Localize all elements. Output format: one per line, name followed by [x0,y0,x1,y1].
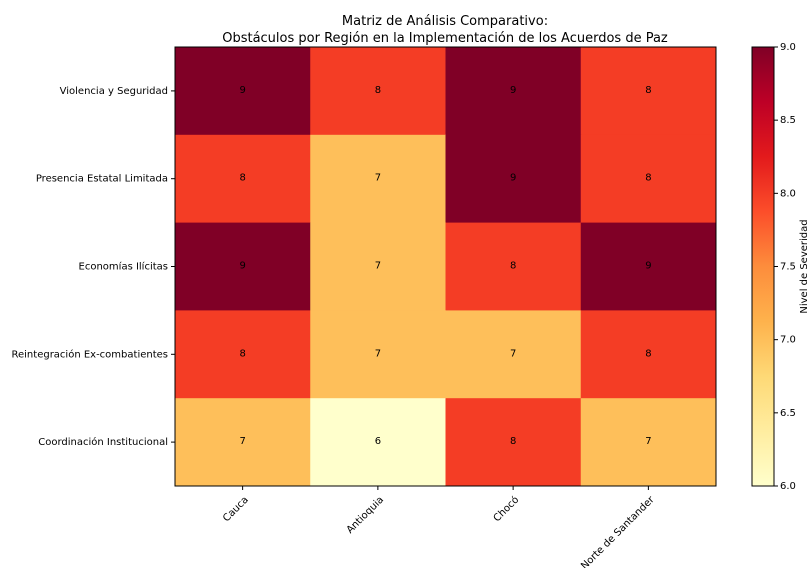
heatmap-cell-value: 7 [375,261,381,272]
y-tick-label: Violencia y Seguridad [60,86,168,97]
colorbar-label: Nivel de Severidad [799,219,810,313]
heatmap-cell [580,222,717,311]
heatmap-cell-value: 7 [645,436,651,447]
heatmap-cell-value: 8 [239,173,245,184]
heatmap-cell-value: 8 [510,261,516,272]
heatmap-cell [580,134,717,224]
chart-title-line-1: Matriz de Análisis Comparativo: [342,14,548,29]
heatmap-cell-value: 8 [645,173,651,184]
x-axis: Cauca Antioquia Chocó Norte de Santander [221,486,657,568]
heatmap-cell [175,134,311,224]
chart-title-line-2: Obstáculos por Región en la Implementaci… [222,31,668,46]
heatmap-cell-value: 9 [645,261,651,272]
heatmap-cell [310,134,446,224]
heatmap-cell [580,310,717,399]
heatmap-cell [445,398,582,487]
heatmap-cell-value: 8 [645,348,651,359]
colorbar-tick-label: 7.0 [780,335,796,346]
heatmap-cells [175,47,717,487]
heatmap-cell [310,310,446,399]
heatmap-cell-value: 9 [239,261,245,272]
colorbar-tick-label: 6.5 [780,408,796,419]
heatmap-cell-value: 8 [645,85,651,96]
y-tick-label: Coordinación Institucional [38,436,168,448]
heatmap-cell [310,222,446,311]
heatmap-cell-value: 8 [375,85,381,96]
heatmap-cell [445,222,582,311]
heatmap-cell-value: 6 [375,436,381,447]
heatmap-cell-value: 9 [239,85,245,96]
heatmap-cell [175,398,311,487]
colorbar-tick-label: 8.0 [780,188,796,199]
heatmap-cell [445,47,582,136]
colorbar-tick-label: 8.5 [780,115,796,126]
y-tick-label: Reintegración Ex-combatientes [12,348,169,360]
heatmap-cell-value: 7 [375,173,381,184]
heatmap-cell-value: 8 [239,348,245,359]
heatmap-cell-value: 7 [510,348,516,359]
heatmap-cell-value: 9 [510,173,516,184]
x-tick-label: Antioquia [345,494,386,535]
colorbar-tick-label: 7.5 [780,262,796,273]
y-tick-label: Presencia Estatal Limitada [36,174,168,185]
heatmap-cell [580,398,717,487]
heatmap-cell-value: 9 [510,85,516,96]
heatmap-cell [175,222,311,311]
x-tick-label: Cauca [221,494,251,524]
colorbar-tick-label: 6.0 [780,481,796,492]
heatmap-cell-value: 7 [239,436,245,447]
heatmap-cell [175,310,311,399]
heatmap-cell [310,47,446,136]
heatmap-cell [445,310,582,399]
heatmap-cell [310,398,446,487]
heatmap-cell [175,47,311,136]
colorbar: 6.0 6.5 7.0 7.5 8.0 8.5 9.0 Nivel de Severidad [751,42,810,492]
heatmap-cell-value: 7 [375,348,381,359]
heatmap-cell [580,47,717,136]
y-tick-label: Economías Ilícitas [79,261,168,273]
colorbar-gradient [751,46,775,487]
colorbar-tick-label: 9.0 [780,42,796,53]
y-axis: Violencia y Seguridad Presencia Estatal L… [12,86,175,448]
heatmap-cell-value: 8 [510,436,516,447]
chart-title: Matriz de Análisis Comparativo: Obstácul… [222,14,668,46]
heatmap-cell-labels: 9 8 9 8 8 7 9 8 9 7 8 9 8 7 7 8 7 6 8 7 [239,85,651,447]
heatmap-cell [445,134,582,224]
x-tick-label: Norte de Santander [579,494,657,568]
x-tick-label: Chocó [491,494,521,524]
colorbar-ticks: 6.0 6.5 7.0 7.5 8.0 8.5 9.0 [774,42,796,492]
